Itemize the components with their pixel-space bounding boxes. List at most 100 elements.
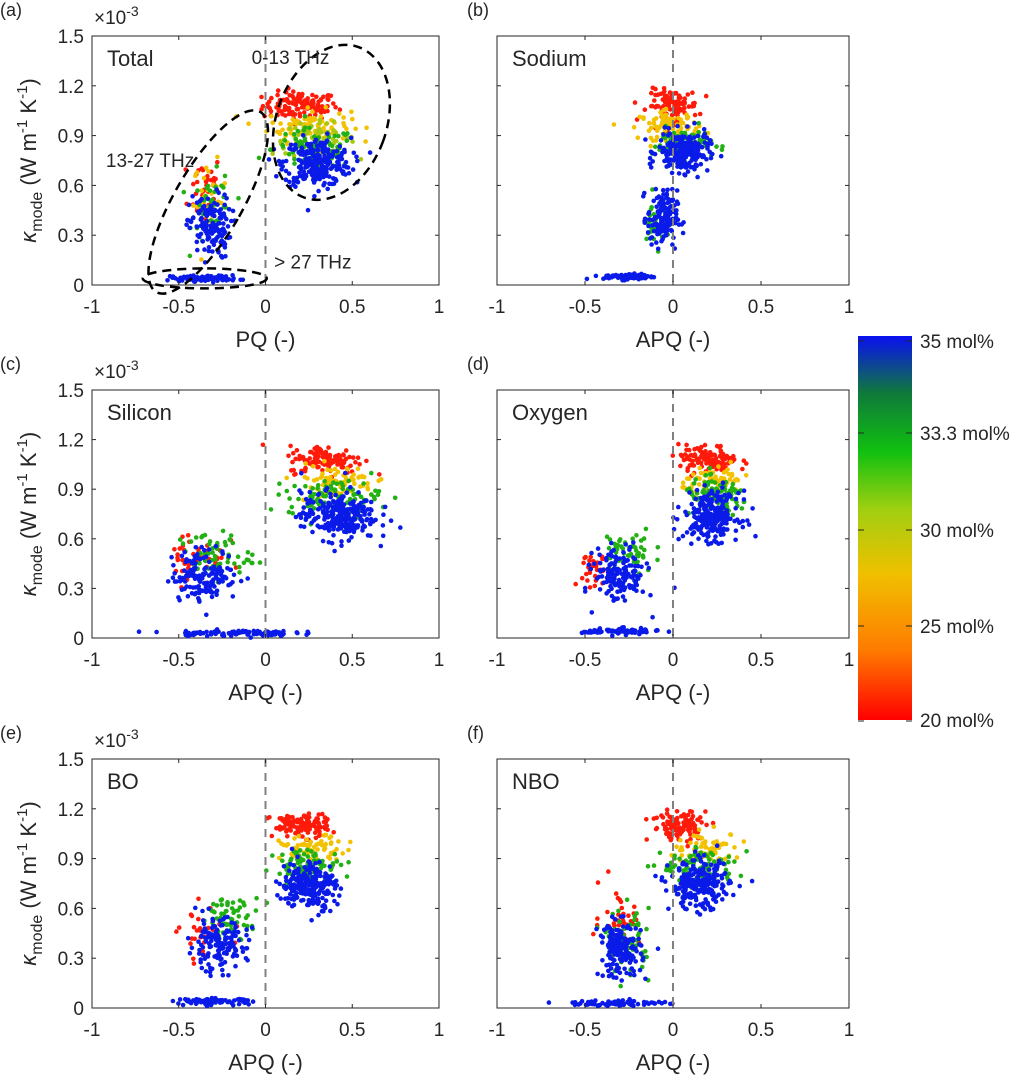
data-point	[597, 587, 603, 592]
data-point	[359, 519, 365, 524]
data-point	[226, 582, 231, 588]
data-point	[588, 566, 594, 572]
data-point	[307, 461, 312, 466]
data-point	[334, 138, 339, 144]
data-point	[711, 824, 717, 830]
data-point	[296, 150, 302, 155]
data-point	[365, 533, 371, 538]
data-point	[222, 181, 227, 186]
data-point	[328, 491, 333, 497]
data-point	[299, 93, 305, 99]
data-point	[328, 468, 334, 473]
data-point	[609, 586, 614, 592]
data-point	[380, 533, 386, 539]
data-point	[651, 121, 656, 126]
data-point	[680, 230, 686, 236]
data-point	[639, 564, 644, 570]
data-point	[687, 901, 693, 906]
data-point	[303, 466, 308, 471]
data-point	[605, 566, 611, 572]
data-point	[609, 571, 615, 577]
data-point	[197, 198, 203, 204]
data-point	[241, 560, 247, 566]
data-point	[700, 497, 705, 503]
data-point	[584, 276, 590, 282]
data-point	[701, 488, 706, 493]
data-point	[697, 476, 702, 481]
data-point	[170, 998, 176, 1004]
data-point	[281, 628, 286, 634]
data-point	[336, 839, 341, 844]
data-point	[268, 507, 274, 512]
data-point	[223, 253, 228, 259]
data-point	[277, 871, 283, 877]
data-point	[707, 521, 712, 526]
data-point	[196, 211, 202, 216]
data-point	[712, 452, 718, 458]
data-point	[704, 822, 709, 828]
data-point	[260, 442, 266, 448]
data-point	[705, 513, 711, 518]
data-point	[720, 518, 726, 523]
data-point	[623, 574, 629, 579]
data-point	[341, 452, 346, 457]
data-point	[298, 164, 303, 170]
data-point	[291, 902, 297, 908]
data-point	[220, 549, 225, 554]
x-tick-label: -0.5	[162, 1020, 195, 1041]
data-point	[276, 130, 282, 135]
data-point	[732, 518, 737, 524]
data-point	[224, 908, 229, 914]
data-point	[592, 583, 598, 589]
data-point	[314, 94, 319, 100]
data-point	[211, 901, 216, 907]
data-point	[669, 170, 675, 176]
data-point	[287, 93, 293, 98]
y-tick-label: 1.2	[58, 77, 84, 98]
data-point	[320, 538, 326, 544]
data-point	[638, 538, 644, 543]
data-point	[283, 131, 288, 137]
data-point	[338, 501, 343, 507]
data-point	[322, 109, 327, 114]
scatter-points	[170, 811, 353, 1009]
data-point	[706, 452, 712, 458]
data-point	[301, 851, 307, 857]
data-point	[204, 587, 210, 592]
data-point	[726, 859, 731, 865]
data-point	[175, 555, 180, 561]
data-point	[676, 171, 682, 176]
data-point	[280, 142, 286, 148]
data-point	[741, 458, 747, 464]
data-point	[611, 122, 617, 127]
data-point	[276, 492, 282, 497]
data-point	[189, 936, 195, 941]
data-point	[654, 195, 660, 201]
data-point	[665, 142, 670, 148]
data-point	[194, 239, 200, 245]
data-point	[314, 448, 320, 454]
data-point	[670, 453, 676, 458]
data-point	[579, 575, 585, 581]
data-point	[208, 1002, 214, 1008]
data-point	[655, 246, 661, 252]
data-point	[717, 523, 722, 529]
data-point	[292, 836, 297, 841]
data-point	[301, 524, 307, 530]
data-point	[297, 848, 303, 853]
data-point	[682, 96, 688, 101]
data-point	[177, 537, 183, 542]
data-point	[305, 830, 311, 835]
data-point	[721, 470, 727, 475]
data-point	[197, 947, 202, 953]
data-point	[344, 490, 350, 496]
data-point	[200, 952, 206, 958]
data-point	[275, 92, 280, 98]
data-point	[651, 228, 657, 234]
data-point	[205, 953, 210, 958]
data-point	[720, 480, 726, 486]
data-point	[691, 530, 697, 535]
data-point	[250, 560, 255, 566]
data-point	[284, 488, 290, 494]
data-point	[215, 159, 220, 165]
